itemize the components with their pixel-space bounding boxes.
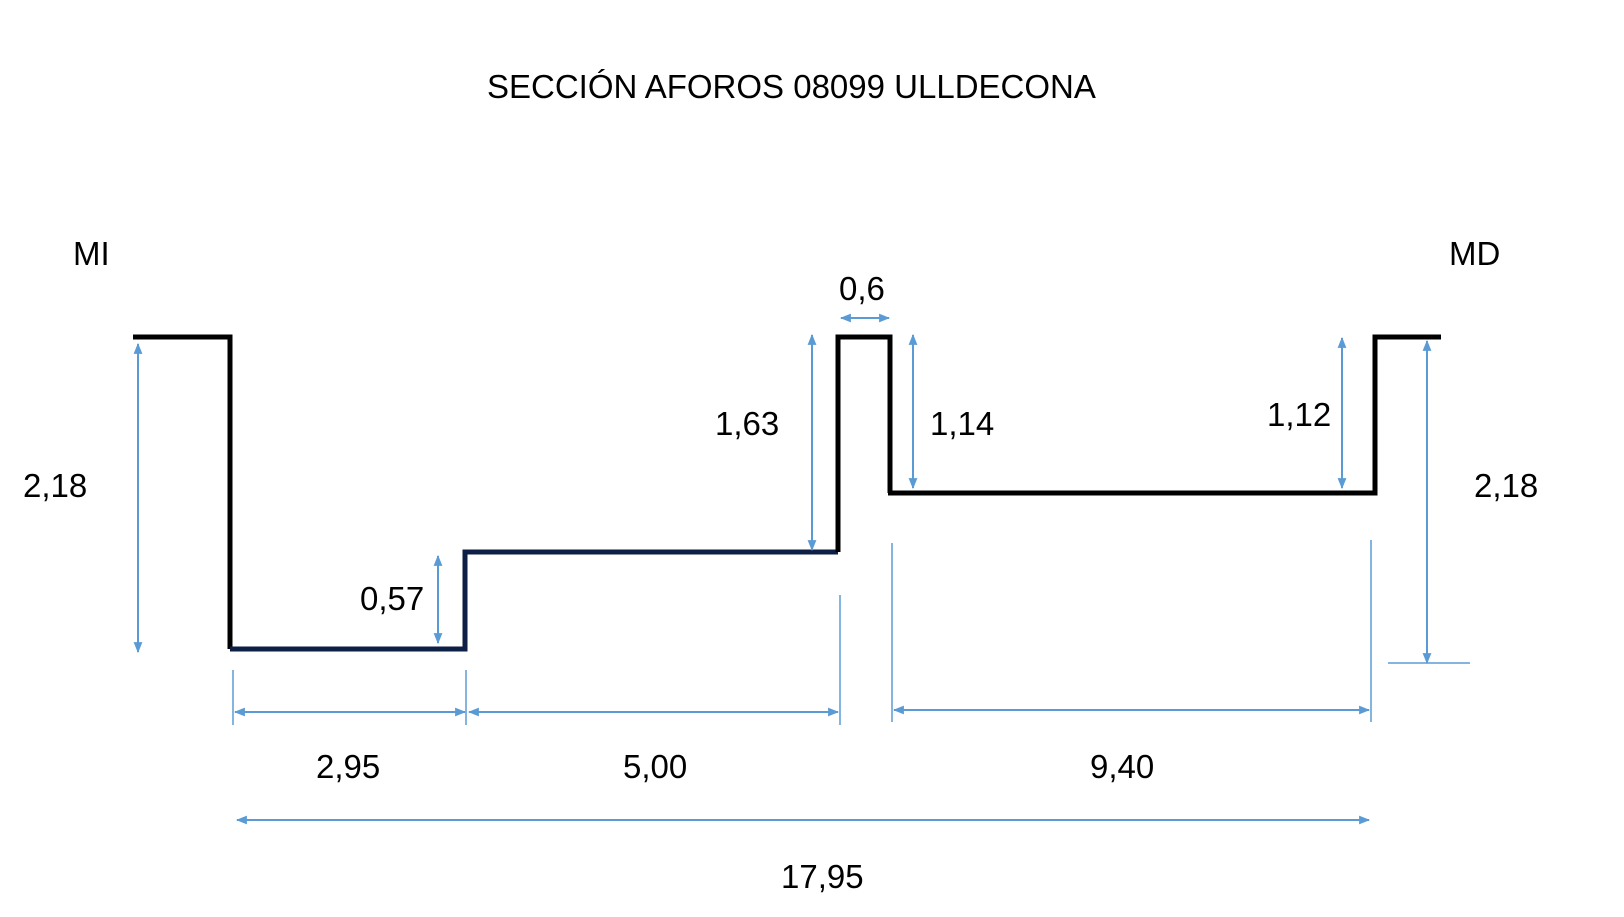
- dimension-label-right-height: 2,18: [1474, 467, 1538, 504]
- profile-right-section: [888, 334, 1441, 496]
- dimension-label-right-step-height: 1,12: [1267, 396, 1331, 433]
- diagram-title: SECCIÓN AFOROS 08099 ULLDECONA: [487, 68, 1096, 105]
- dimension-label-total-width: 17,95: [781, 858, 864, 895]
- dimension-label-width-2: 5,00: [623, 748, 687, 785]
- right-bank-label: MD: [1449, 235, 1500, 272]
- profile-pier: [835, 334, 893, 552]
- left-bank-label: MI: [73, 235, 110, 272]
- dimension-label-width-3: 9,40: [1090, 748, 1154, 785]
- profile-left-bank: [133, 334, 233, 649]
- dimension-label-step2-height: 1,63: [715, 405, 779, 442]
- dimension-label-step1-height: 0,57: [360, 580, 424, 617]
- dimension-label-left-height: 2,18: [23, 467, 87, 504]
- profile-bottom-step: [230, 549, 838, 652]
- dimension-label-width-1: 2,95: [316, 748, 380, 785]
- dimension-label-pier-width: 0,6: [839, 270, 885, 307]
- dimension-label-pier-right-height: 1,14: [930, 405, 994, 442]
